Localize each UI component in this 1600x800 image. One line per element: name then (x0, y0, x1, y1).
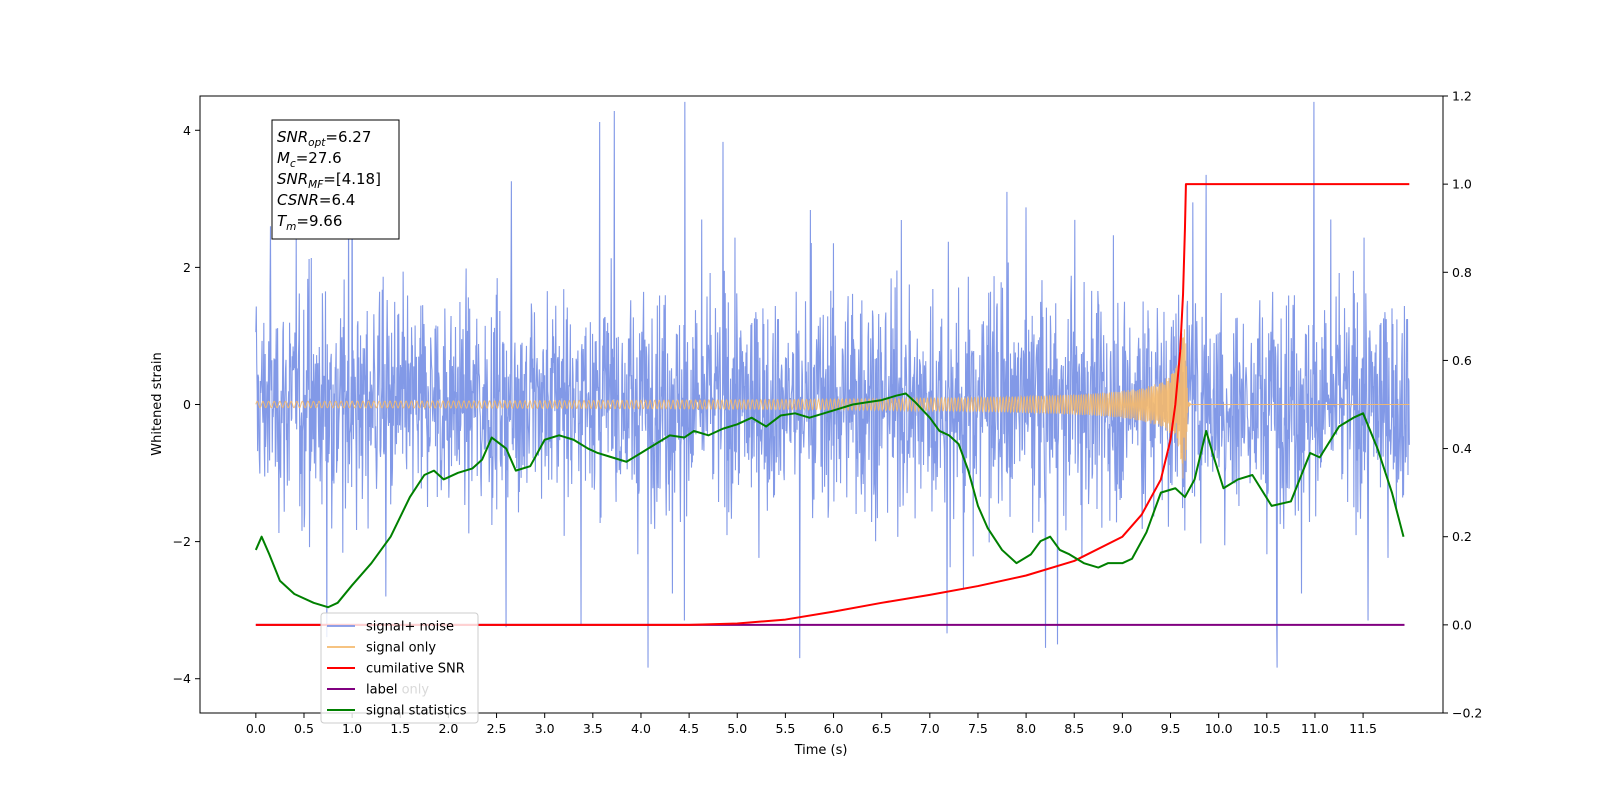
y2-tick-label: 0.0 (1452, 617, 1472, 632)
annotation-value: =9.66 (296, 212, 342, 230)
y2-tick-label: 1.0 (1452, 177, 1472, 192)
legend-label: signal only (366, 641, 436, 656)
annotation-line: SNRopt=6.27 (277, 128, 371, 149)
x-tick-label: 3.5 (583, 721, 603, 736)
annotation-value: =27.6 (296, 149, 342, 167)
x-tick-label: 2.0 (438, 721, 458, 736)
y-tick-label: 4 (183, 123, 191, 138)
x-tick-label: 0.0 (246, 721, 266, 736)
y2-tick-label: 1.2 (1452, 89, 1472, 104)
y2-tick-label: 0.8 (1452, 265, 1472, 280)
legend-label: signal statistics (366, 704, 467, 719)
legend-label: cumilative SNR (366, 662, 465, 677)
legend: signal+ noise signal only cumilative SNR la… (320, 612, 479, 724)
x-tick-label: 3.0 (535, 721, 555, 736)
x-tick-label: 4.5 (679, 721, 699, 736)
y2-tick-label: −0.2 (1452, 706, 1482, 721)
y-axis-label: Whitened strain (150, 352, 165, 455)
x-tick-label: 7.0 (920, 721, 940, 736)
annotation-value: =6.4 (319, 191, 355, 209)
annotation-frame (271, 119, 400, 240)
annotation-line: Tm=9.66 (277, 212, 342, 233)
x-tick-label: 7.5 (968, 721, 988, 736)
x-tick-label: 6.5 (872, 721, 892, 736)
annotation-value: =6.27 (325, 128, 371, 146)
annotation-subscript: m (286, 221, 296, 233)
x-axis: 0.0 0.5 1.0 1.5 2.0 2.5 3.0 3.5 4.0 4.5 5.0 5.5 6.0 6… (246, 713, 1377, 736)
y-axis-right: 1.2 1.0 0.8 0.6 0.4 0.2 0.0 −0.2 (1443, 89, 1482, 721)
x-tick-label: 9.5 (1161, 721, 1181, 736)
y-tick-label: −4 (173, 671, 191, 686)
legend-label: label only (366, 683, 429, 698)
x-axis-label: Time (s) (794, 743, 848, 758)
x-tick-label: 6.0 (824, 721, 844, 736)
series-cumulative-snr-line (255, 183, 1410, 626)
x-tick-label: 4.0 (631, 721, 651, 736)
x-tick-label: 8.5 (1064, 721, 1084, 736)
legend-label: signal+ noise (366, 620, 454, 635)
x-tick-label: 11.0 (1301, 721, 1329, 736)
annotation-symbol: CSNR (277, 191, 319, 209)
y2-tick-label: 0.2 (1452, 529, 1472, 544)
y-tick-label: −2 (173, 534, 191, 549)
x-tick-label: 8.0 (1016, 721, 1036, 736)
x-tick-label: 2.5 (487, 721, 507, 736)
annotation-subscript: MF (308, 179, 324, 191)
y2-tick-label: 0.4 (1452, 441, 1472, 456)
x-tick-label: 0.5 (294, 721, 314, 736)
annotation-subscript: c (290, 158, 296, 170)
annotation-symbol: SNR (277, 128, 308, 146)
x-tick-label: 5.5 (775, 721, 795, 736)
annotation-box: SNRopt=6.27Mc=27.6SNRMF=[4.18]CSNR=6.4Tm… (271, 119, 400, 240)
annotation-symbol: M (277, 149, 290, 167)
x-tick-label: 11.5 (1349, 721, 1377, 736)
legend-frame (320, 612, 479, 724)
legend-label: label (366, 683, 397, 698)
annotation-subscript: opt (308, 137, 326, 149)
series-signal-noise-line (255, 101, 1410, 668)
annotation-symbol: T (277, 212, 288, 230)
y-tick-label: 0 (183, 397, 191, 412)
annotation-line: SNRMF=[4.18] (277, 170, 381, 191)
annotation-symbol: SNR (277, 170, 308, 188)
series-signal-statistics-line (254, 392, 1405, 609)
y-axis-left: 4 2 0 −2 −4 (173, 123, 200, 686)
y2-tick-label: 0.6 (1452, 353, 1472, 368)
annotation-line: Mc=27.6 (277, 149, 342, 170)
annotation-value: =[4.18] (323, 170, 381, 188)
x-tick-label: 10.5 (1253, 721, 1281, 736)
x-tick-label: 1.0 (342, 721, 362, 736)
y-tick-label: 2 (183, 260, 191, 275)
x-tick-label: 5.0 (727, 721, 747, 736)
x-tick-label: 1.5 (390, 721, 410, 736)
annotation-line: CSNR=6.4 (277, 191, 355, 209)
x-tick-label: 10.0 (1205, 721, 1233, 736)
x-tick-label: 9.0 (1112, 721, 1132, 736)
